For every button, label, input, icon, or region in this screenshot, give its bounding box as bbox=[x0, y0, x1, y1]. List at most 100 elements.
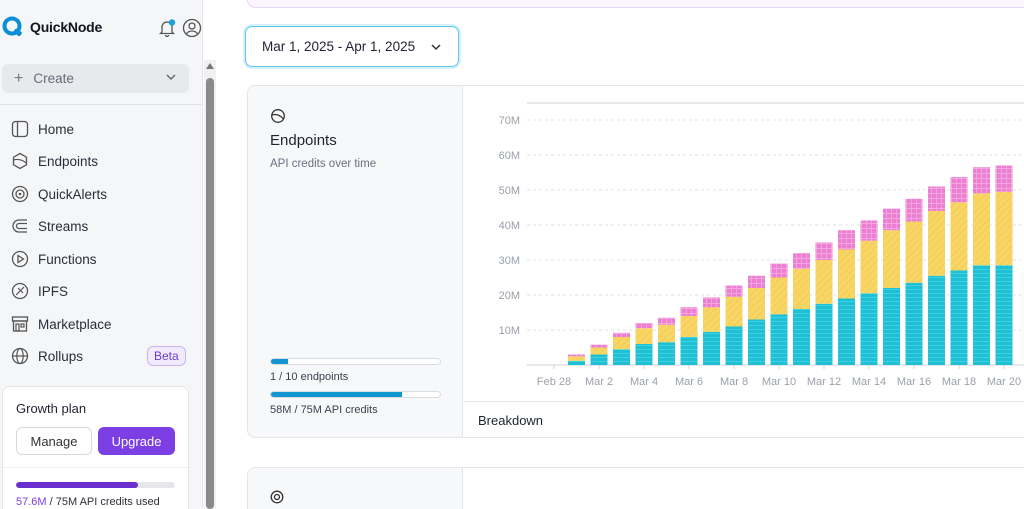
create-label: Create bbox=[33, 71, 74, 86]
bar-segment-yellow[interactable] bbox=[568, 356, 585, 361]
bar-segment-teal[interactable] bbox=[883, 288, 900, 365]
bar-segment-teal[interactable] bbox=[703, 331, 720, 365]
notification-bell-icon[interactable] bbox=[157, 18, 177, 38]
bar-segment-pink[interactable] bbox=[815, 242, 833, 261]
date-range-label: Mar 1, 2025 - Apr 1, 2025 bbox=[262, 39, 416, 54]
bar-segment-yellow[interactable] bbox=[883, 230, 900, 288]
sidebar-item-ipfs[interactable]: IPFS bbox=[10, 279, 68, 303]
bar-segment-pink[interactable] bbox=[860, 220, 878, 241]
bar-segment-pink[interactable] bbox=[703, 297, 720, 308]
x-tick-label: Mar 14 bbox=[852, 376, 886, 388]
bar-segment-yellow[interactable] bbox=[635, 328, 653, 344]
sidebar-item-functions[interactable]: Functions bbox=[10, 247, 97, 271]
bar-segment-yellow[interactable] bbox=[950, 202, 968, 271]
bar-segment-teal[interactable] bbox=[995, 265, 1013, 365]
sidebar-item-streams[interactable]: Streams bbox=[10, 214, 88, 238]
x-tick-label: Mar 12 bbox=[807, 376, 841, 388]
bar-segment-teal[interactable] bbox=[613, 349, 630, 365]
bar-segment-pink[interactable] bbox=[770, 263, 788, 278]
bar-segment-teal[interactable] bbox=[568, 360, 585, 365]
y-tick-label: 50M bbox=[499, 185, 520, 197]
sidebar-divider bbox=[0, 104, 203, 105]
bar-segment-yellow[interactable] bbox=[613, 337, 630, 350]
bar-segment-teal[interactable] bbox=[973, 265, 990, 365]
sidebar-item-home[interactable]: Home bbox=[10, 117, 74, 141]
bar-segment-pink[interactable] bbox=[658, 317, 675, 325]
user-account-icon[interactable] bbox=[182, 18, 202, 38]
bar-segment-yellow[interactable] bbox=[973, 193, 990, 266]
sidebar-item-endpoints[interactable]: Endpoints bbox=[10, 149, 98, 173]
sidebar-item-marketplace[interactable]: Marketplace bbox=[10, 312, 112, 336]
sidebar-item-label: Marketplace bbox=[38, 316, 112, 332]
y-tick-label: 60M bbox=[499, 150, 520, 162]
bar-segment-teal[interactable] bbox=[793, 309, 810, 365]
bar-segment-yellow[interactable] bbox=[590, 347, 608, 355]
bar-segment-teal[interactable] bbox=[928, 275, 945, 365]
sidebar-item-label: QuickAlerts bbox=[38, 186, 108, 202]
credits-total-text: / 75M API credits used bbox=[46, 496, 160, 508]
bar-segment-yellow[interactable] bbox=[770, 277, 788, 315]
bar-segment-yellow[interactable] bbox=[748, 288, 765, 320]
bar-segment-pink[interactable] bbox=[973, 167, 990, 194]
breakdown-tab[interactable]: Breakdown bbox=[478, 413, 544, 428]
bar-segment-pink[interactable] bbox=[905, 198, 923, 222]
bar-segment-teal[interactable] bbox=[815, 303, 833, 365]
date-range-picker[interactable]: Mar 1, 2025 - Apr 1, 2025 bbox=[245, 26, 459, 67]
bar-segment-teal[interactable] bbox=[838, 298, 855, 366]
upgrade-button[interactable]: Upgrade bbox=[98, 427, 175, 455]
bar-segment-pink[interactable] bbox=[838, 230, 855, 250]
bar-segment-yellow[interactable] bbox=[658, 324, 675, 343]
sidebar-item-label: IPFS bbox=[38, 283, 69, 299]
x-tick-label: Mar 6 bbox=[675, 376, 703, 388]
sidebar-item-quickalerts[interactable]: QuickAlerts bbox=[10, 182, 107, 206]
bar-segment-pink[interactable] bbox=[995, 165, 1013, 192]
bar-segment-pink[interactable] bbox=[568, 354, 585, 357]
bar-segment-teal[interactable] bbox=[658, 342, 675, 365]
bar-segment-teal[interactable] bbox=[905, 282, 923, 365]
bar-segment-teal[interactable] bbox=[725, 326, 743, 366]
endpoints-icon bbox=[10, 151, 30, 171]
bar-segment-pink[interactable] bbox=[613, 332, 630, 337]
bar-segment-yellow[interactable] bbox=[815, 260, 833, 304]
bar-segment-pink[interactable] bbox=[725, 285, 743, 297]
bar-segment-yellow[interactable] bbox=[905, 221, 923, 283]
scroll-up-arrow-icon[interactable] bbox=[206, 63, 214, 69]
bar-segment-pink[interactable] bbox=[793, 253, 810, 269]
plan-divider bbox=[3, 467, 188, 468]
bar-segment-pink[interactable] bbox=[590, 344, 608, 348]
bar-segment-yellow[interactable] bbox=[680, 316, 698, 337]
bar-segment-teal[interactable] bbox=[748, 319, 765, 366]
x-tick-label: Mar 8 bbox=[720, 376, 748, 388]
bar-segment-yellow[interactable] bbox=[838, 249, 855, 299]
logo[interactable]: QuickNode bbox=[2, 16, 102, 38]
bar-segment-teal[interactable] bbox=[590, 354, 608, 366]
bar-segment-yellow[interactable] bbox=[995, 191, 1013, 266]
bar-segment-teal[interactable] bbox=[950, 270, 968, 366]
bar-segment-yellow[interactable] bbox=[725, 296, 743, 327]
bar-segment-pink[interactable] bbox=[950, 177, 968, 203]
quickalerts-icon bbox=[10, 184, 30, 204]
bar-segment-pink[interactable] bbox=[680, 307, 698, 316]
credits-progress-bar bbox=[16, 482, 175, 488]
bar-segment-teal[interactable] bbox=[860, 293, 878, 365]
streams-icon bbox=[10, 216, 30, 236]
bar-segment-teal[interactable] bbox=[635, 344, 653, 365]
bar-segment-teal[interactable] bbox=[680, 337, 698, 365]
bar-segment-yellow[interactable] bbox=[860, 240, 878, 294]
bar-segment-pink[interactable] bbox=[883, 208, 900, 231]
endpoints-icon bbox=[271, 109, 285, 123]
bar-segment-yellow[interactable] bbox=[703, 307, 720, 332]
bar-segment-teal[interactable] bbox=[770, 314, 788, 365]
sidebar-item-rollups[interactable]: Rollups bbox=[10, 344, 83, 368]
manage-button[interactable]: Manage bbox=[16, 427, 92, 455]
bar-segment-yellow[interactable] bbox=[928, 211, 945, 276]
plus-icon: + bbox=[14, 69, 24, 87]
bar-segment-pink[interactable] bbox=[635, 323, 653, 329]
bar-segment-yellow[interactable] bbox=[793, 268, 810, 309]
x-tick-label: Mar 18 bbox=[942, 376, 976, 388]
scrollbar-thumb[interactable] bbox=[206, 78, 214, 509]
bar-segment-pink[interactable] bbox=[928, 186, 945, 212]
create-dropdown[interactable]: + Create bbox=[2, 64, 189, 93]
bar-segment-pink[interactable] bbox=[748, 275, 765, 288]
x-tick-label: Mar 16 bbox=[897, 376, 931, 388]
